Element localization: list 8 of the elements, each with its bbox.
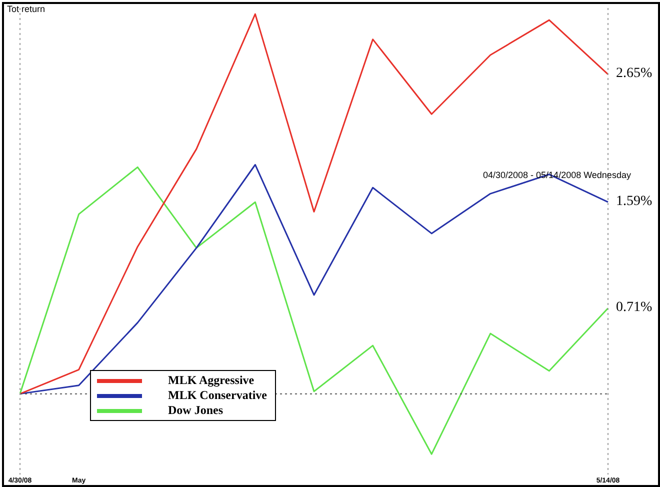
data-label: 1.59%: [616, 194, 652, 209]
annotation: 04/30/2008 - 05/14/2008 Wednesday: [483, 170, 631, 180]
y-axis-title: Tot return: [7, 4, 46, 14]
data-label: 0.71%: [616, 300, 652, 315]
legend-label: MLK Aggressive: [168, 373, 254, 388]
data-label: 2.65%: [616, 66, 652, 81]
legend-label: Dow Jones: [168, 403, 224, 418]
legend-label: MLK Conservative: [168, 388, 267, 403]
